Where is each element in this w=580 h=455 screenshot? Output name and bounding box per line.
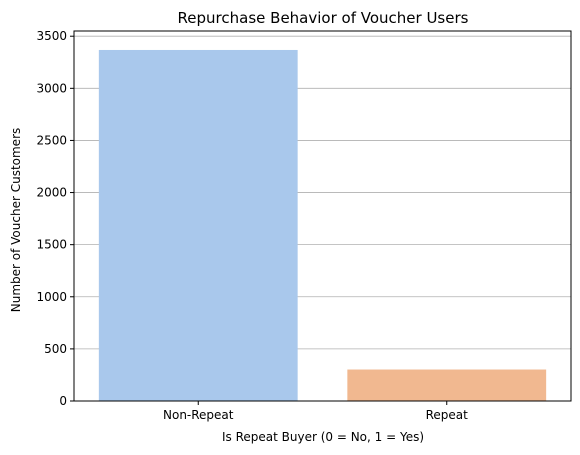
plot-frame [73,30,572,402]
bars [98,49,547,401]
y-tick-label: 1000 [36,290,67,304]
x-tick-label: Non-Repeat [163,408,234,422]
y-tick-label: 3500 [36,29,67,43]
y-tick-label: 1500 [36,238,67,252]
y-tick-label: 0 [59,394,67,408]
y-tick-label: 2500 [36,133,67,147]
y-tick-label: 2000 [36,186,67,200]
x-axis-label: Is Repeat Buyer (0 = No, 1 = Yes) [222,430,424,444]
y-axis-label: Number of Voucher Customers [9,128,23,313]
axes [73,30,572,402]
bar-repeat [347,369,547,401]
x-axis-ticks: Non-Repeat Repeat [163,401,468,422]
y-tick-label: 3000 [36,81,67,95]
x-tick-label: Repeat [426,408,469,422]
bar-non-repeat [98,49,298,401]
chart-title: Repurchase Behavior of Voucher Users [178,9,469,27]
y-tick-label: 500 [44,342,67,356]
y-axis-ticks: 0 500 1000 1500 2000 2500 3000 3500 [36,29,74,408]
